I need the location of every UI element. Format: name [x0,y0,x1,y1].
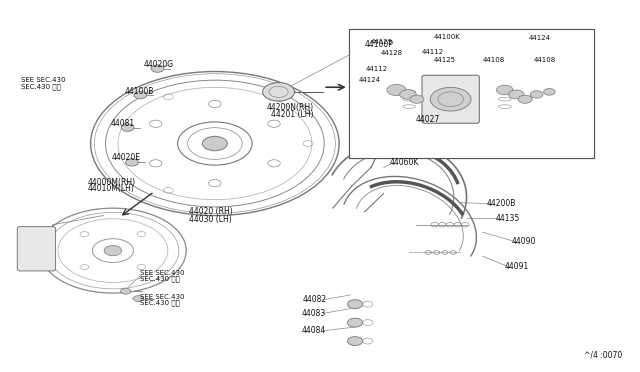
Text: SEE SEC.430: SEE SEC.430 [140,294,185,300]
Text: 44112: 44112 [366,65,388,71]
FancyBboxPatch shape [349,29,594,158]
Text: 44030 (LH): 44030 (LH) [189,215,232,224]
Text: 44027: 44027 [415,115,440,124]
Text: SEC.430 参照: SEC.430 参照 [140,275,180,282]
Circle shape [531,91,543,98]
Text: 44020G: 44020G [143,60,173,70]
Text: 44200N(RH): 44200N(RH) [266,103,314,112]
Text: SEC.430 参照: SEC.430 参照 [20,83,60,90]
Circle shape [121,124,134,131]
Text: 44124: 44124 [529,35,551,41]
Text: SEC.430 参照: SEC.430 参照 [140,300,180,307]
Circle shape [348,318,363,327]
Circle shape [348,300,363,309]
Circle shape [399,90,416,99]
Circle shape [202,137,227,151]
Circle shape [518,95,532,103]
Text: 44020 (RH): 44020 (RH) [189,207,233,217]
Text: 44200B: 44200B [487,199,516,208]
Circle shape [497,85,513,95]
Circle shape [262,83,294,101]
Text: SEE SEC.430: SEE SEC.430 [140,270,185,276]
Text: ^/4 :0070: ^/4 :0070 [584,350,623,359]
Circle shape [151,65,164,72]
Text: 44060K: 44060K [390,158,419,167]
Circle shape [410,95,424,103]
Text: 44100B: 44100B [125,87,154,96]
Circle shape [348,337,363,346]
Circle shape [134,92,147,99]
Text: 44135: 44135 [495,214,520,222]
Circle shape [387,84,406,96]
Text: 44084: 44084 [302,326,326,335]
Text: 44081: 44081 [111,119,135,128]
Text: 44108: 44108 [534,57,556,64]
Text: 44108: 44108 [483,57,506,64]
Circle shape [125,159,138,166]
Text: 44129: 44129 [371,39,393,45]
FancyBboxPatch shape [17,227,56,271]
Text: 44124: 44124 [358,77,380,83]
Circle shape [543,89,555,95]
Text: 44083: 44083 [302,309,326,318]
Circle shape [104,246,122,256]
Text: 44082: 44082 [302,295,326,304]
Circle shape [120,288,131,294]
Text: 44091: 44091 [505,262,529,271]
Circle shape [430,87,471,111]
Text: 44010M(LH): 44010M(LH) [88,185,134,193]
Text: SEE SEC.430: SEE SEC.430 [20,77,65,83]
Text: 44125: 44125 [433,57,456,64]
Text: 44128: 44128 [381,50,403,56]
Circle shape [509,90,524,99]
Text: 44000M(RH): 44000M(RH) [88,178,136,187]
Text: 44100K: 44100K [434,33,461,39]
Circle shape [133,296,143,302]
Text: 44112: 44112 [422,49,444,55]
Text: 44020E: 44020E [111,153,140,163]
Text: 44201 (LH): 44201 (LH) [271,109,314,119]
Text: 44100P: 44100P [365,41,394,49]
Text: 44090: 44090 [511,237,536,246]
FancyBboxPatch shape [422,75,479,123]
